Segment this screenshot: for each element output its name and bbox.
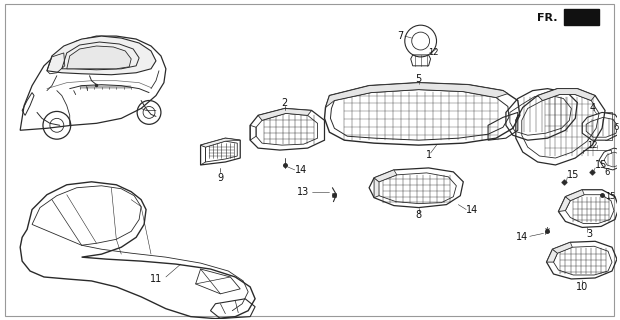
Polygon shape bbox=[552, 242, 572, 253]
Text: 14: 14 bbox=[515, 232, 528, 242]
Text: 14: 14 bbox=[466, 204, 479, 215]
Text: 3: 3 bbox=[586, 229, 592, 239]
Bar bbox=[564, 9, 599, 25]
Text: 15: 15 bbox=[605, 192, 616, 201]
Polygon shape bbox=[374, 170, 397, 182]
Text: 13: 13 bbox=[298, 187, 309, 197]
Polygon shape bbox=[538, 89, 595, 100]
Text: 5: 5 bbox=[415, 74, 422, 84]
Text: 8: 8 bbox=[415, 210, 422, 220]
Text: 12: 12 bbox=[428, 48, 439, 57]
Polygon shape bbox=[47, 36, 156, 75]
Text: 9: 9 bbox=[218, 173, 223, 183]
Text: 12: 12 bbox=[587, 140, 597, 150]
Polygon shape bbox=[559, 197, 570, 212]
Polygon shape bbox=[326, 83, 508, 108]
Text: 1: 1 bbox=[425, 150, 432, 160]
Polygon shape bbox=[258, 108, 312, 120]
Text: 14: 14 bbox=[294, 165, 307, 175]
Text: 15: 15 bbox=[595, 160, 608, 170]
Text: 4: 4 bbox=[589, 103, 595, 114]
Polygon shape bbox=[67, 46, 131, 69]
Text: 2: 2 bbox=[281, 98, 288, 108]
Polygon shape bbox=[565, 190, 584, 201]
Text: 7: 7 bbox=[397, 31, 404, 41]
Polygon shape bbox=[374, 178, 379, 198]
Text: 6: 6 bbox=[604, 168, 609, 177]
Polygon shape bbox=[547, 249, 557, 262]
Polygon shape bbox=[201, 138, 240, 147]
Text: 15: 15 bbox=[567, 170, 580, 180]
Text: 11: 11 bbox=[150, 274, 162, 284]
Text: FR.: FR. bbox=[537, 13, 557, 23]
Text: 6: 6 bbox=[613, 123, 618, 132]
Text: 10: 10 bbox=[576, 282, 588, 292]
